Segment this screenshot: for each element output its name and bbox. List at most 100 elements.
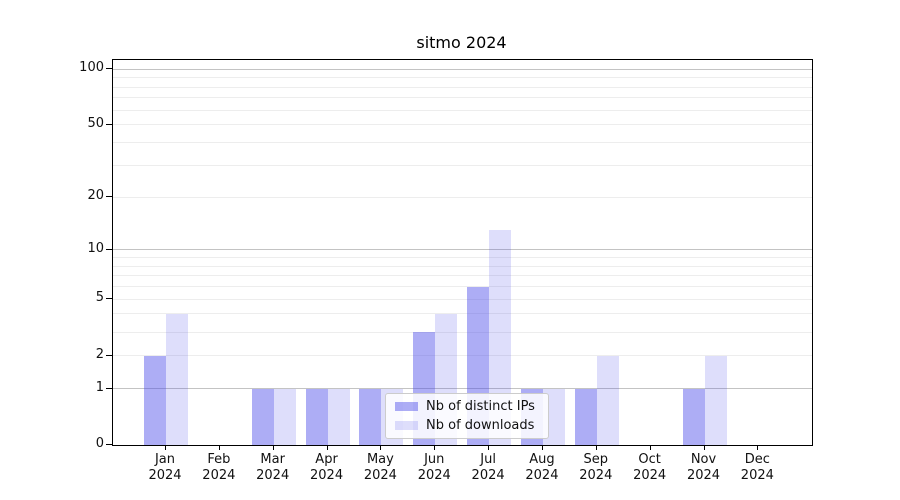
x-tick-label: Sep 2024	[564, 452, 628, 484]
minor-gridline	[113, 265, 812, 267]
x-tick-label-line: 2024	[633, 468, 667, 483]
y-tick-label: 1	[95, 379, 104, 395]
grid-layer	[113, 60, 812, 445]
bar-downloads	[273, 388, 296, 445]
x-tick-mark	[541, 445, 543, 450]
minor-gridline	[113, 86, 812, 88]
x-tick-label-line: 2024	[740, 468, 774, 483]
x-tick-label-line: Apr	[315, 452, 338, 467]
minor-gridline	[113, 275, 812, 277]
minor-gridline	[113, 164, 812, 166]
x-tick-label: Dec 2024	[725, 452, 789, 484]
x-tick-label: Aug 2024	[510, 452, 574, 484]
minor-gridline	[113, 196, 812, 198]
y-tick-label: 2	[95, 346, 104, 362]
bar-distinct-ips	[574, 388, 597, 445]
x-tick-label: Jul 2024	[456, 452, 520, 484]
bar-layer	[113, 60, 812, 445]
x-tick-label-line: 2024	[525, 468, 559, 483]
x-tick-label-line: Nov	[690, 452, 717, 467]
x-tick-label-line: Dec	[744, 452, 770, 467]
minor-gridline	[113, 97, 812, 99]
minor-gridline	[113, 77, 812, 79]
x-tick-label-line: 2024	[148, 468, 182, 483]
x-tick-label: Feb 2024	[187, 452, 251, 484]
legend-swatch-distinct-ips	[395, 402, 418, 411]
y-tick-mark	[106, 298, 112, 300]
major-gridline	[113, 249, 812, 251]
minor-gridline	[113, 355, 812, 357]
minor-gridline	[113, 331, 812, 333]
bar-distinct-ips	[251, 388, 274, 445]
x-tick-label: Apr 2024	[295, 452, 359, 484]
x-tick-label: May 2024	[348, 452, 412, 484]
x-tick-mark	[595, 445, 597, 450]
x-tick-label-line: Jun	[424, 452, 445, 467]
minor-gridline	[113, 109, 812, 111]
x-tick-label-line: 2024	[256, 468, 290, 483]
y-tick-label: 10	[87, 240, 104, 256]
x-tick-mark	[649, 445, 651, 450]
x-tick-label: Oct 2024	[618, 452, 682, 484]
chart-title: sitmo 2024	[416, 33, 507, 52]
bar-downloads	[489, 230, 512, 445]
legend: Nb of distinct IPs Nb of downloads	[385, 393, 549, 439]
x-tick-mark	[380, 445, 382, 450]
x-tick-label-line: May	[366, 452, 394, 467]
x-tick-label: Mar 2024	[241, 452, 305, 484]
y-tick-mark	[106, 196, 112, 198]
legend-swatch-downloads	[395, 421, 418, 430]
minor-gridline	[113, 124, 812, 126]
x-tick-mark	[165, 445, 166, 450]
plot-area: Nb of distinct IPs Nb of downloads	[112, 59, 813, 446]
x-tick-mark	[703, 445, 705, 450]
bar-downloads	[327, 388, 350, 445]
x-tick-mark	[326, 445, 328, 450]
y-tick-label: 20	[87, 188, 104, 204]
bar-downloads	[166, 313, 188, 445]
major-gridline	[113, 68, 812, 70]
x-tick-label-line: Jul	[480, 452, 496, 467]
x-tick-label-line: 2024	[686, 468, 721, 483]
legend-row-downloads: Nb of downloads	[386, 418, 548, 433]
x-tick-label: Jun 2024	[402, 452, 466, 484]
x-tick-mark	[488, 445, 490, 450]
y-tick-label: 5	[95, 290, 104, 306]
bar-distinct-ips	[305, 388, 328, 445]
bar-downloads	[704, 355, 727, 445]
x-tick-label-line: 2024	[363, 468, 397, 483]
legend-row-ips: Nb of distinct IPs	[386, 399, 548, 414]
legend-label-distinct-ips: Nb of distinct IPs	[426, 399, 535, 414]
y-tick-mark	[106, 354, 112, 356]
y-tick-label: 100	[79, 60, 104, 76]
y-tick-mark	[106, 68, 112, 70]
y-tick-mark	[106, 123, 112, 125]
x-tick-label-line: 2024	[310, 468, 344, 483]
x-tick-label-line: 2024	[579, 468, 613, 483]
x-tick-label-line: 2024	[202, 468, 236, 483]
x-tick-label-line: Aug	[529, 452, 555, 467]
minor-gridline	[113, 313, 812, 315]
x-tick-mark	[757, 445, 759, 450]
x-tick-label: Nov 2024	[672, 452, 736, 484]
x-tick-label-line: Oct	[638, 452, 661, 467]
x-tick-mark	[434, 445, 436, 450]
bar-distinct-ips	[359, 388, 382, 445]
minor-gridline	[113, 286, 812, 288]
minor-gridline	[113, 256, 812, 258]
y-tick-label: 0	[95, 436, 104, 451]
bar-distinct-ips	[144, 355, 166, 445]
major-gridline	[113, 388, 812, 390]
x-tick-label: Jan 2024	[133, 452, 197, 484]
legend-label-downloads: Nb of downloads	[426, 418, 535, 433]
y-tick-mark	[106, 444, 112, 445]
x-tick-label-line: Feb	[207, 452, 231, 467]
x-tick-mark	[272, 445, 274, 450]
x-tick-label-line: Sep	[583, 452, 609, 467]
minor-gridline	[113, 142, 812, 144]
x-tick-label-line: Jan	[154, 452, 176, 467]
minor-gridline	[113, 298, 812, 300]
x-tick-label-line: 2024	[471, 468, 505, 483]
x-tick-label-line: Mar	[260, 452, 285, 467]
